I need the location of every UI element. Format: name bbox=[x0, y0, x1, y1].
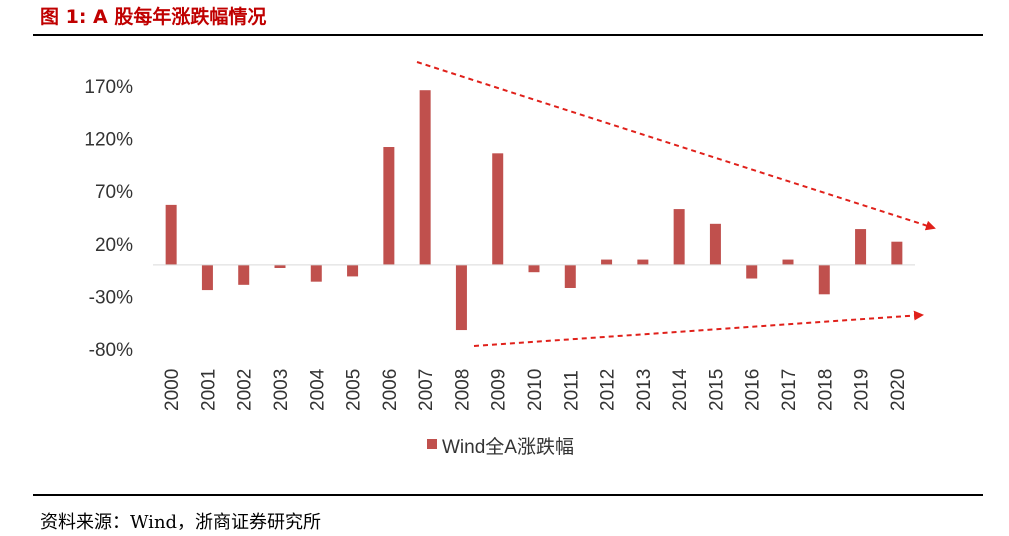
bar-2016 bbox=[746, 264, 758, 279]
bar-2012 bbox=[601, 259, 613, 265]
bar-2004 bbox=[310, 264, 322, 282]
legend: Wind全A涨跌幅 bbox=[427, 436, 574, 458]
x-tick-label: 2003 bbox=[271, 369, 292, 411]
x-tick-label: 2014 bbox=[670, 368, 691, 411]
bar-2010 bbox=[528, 264, 540, 273]
bar-2013 bbox=[637, 259, 649, 265]
bar-2000 bbox=[165, 204, 177, 265]
bar-2020 bbox=[891, 241, 903, 265]
trend-arrows bbox=[416, 61, 936, 347]
bar-2017 bbox=[782, 259, 794, 265]
bar-2002 bbox=[238, 264, 250, 285]
bottom-divider bbox=[33, 494, 983, 496]
x-tick-label: 2016 bbox=[743, 369, 764, 411]
y-tick-label: 70% bbox=[95, 182, 133, 203]
x-tick-label: 2005 bbox=[344, 369, 365, 411]
x-tick-label: 2006 bbox=[380, 369, 401, 411]
x-tick-label: 2018 bbox=[815, 369, 836, 411]
x-tick-label: 2001 bbox=[198, 369, 219, 411]
bar-2014 bbox=[673, 209, 685, 265]
bar-2005 bbox=[347, 264, 359, 277]
x-tick-label: 2007 bbox=[416, 369, 437, 411]
x-tick-label: 2000 bbox=[162, 369, 183, 411]
y-axis-ticks: 170% 120% 70% 20% -30% -80% bbox=[84, 77, 133, 361]
y-tick-label: -30% bbox=[89, 287, 133, 308]
x-tick-label: 2008 bbox=[452, 369, 473, 411]
source-note: 资料来源：Wind，浙商证券研究所 bbox=[40, 512, 322, 533]
x-tick-label: 2004 bbox=[307, 368, 328, 411]
x-tick-label: 2020 bbox=[888, 369, 909, 411]
bar-series bbox=[165, 90, 903, 331]
bar-2009 bbox=[492, 153, 504, 265]
bar-2019 bbox=[855, 229, 867, 265]
uptrend-arrow bbox=[473, 310, 924, 347]
figure-title: 图 1: A 股每年涨跌幅情况 bbox=[40, 6, 267, 28]
x-tick-label: 2011 bbox=[561, 370, 582, 411]
y-tick-label: 120% bbox=[84, 130, 133, 151]
bar-2001 bbox=[201, 264, 213, 291]
downtrend-arrow bbox=[416, 61, 936, 231]
x-tick-label: 2012 bbox=[598, 369, 619, 411]
legend-swatch bbox=[427, 439, 437, 449]
x-tick-label: 2002 bbox=[235, 369, 256, 411]
x-tick-label: 2019 bbox=[852, 369, 873, 411]
legend-label: Wind全A涨跌幅 bbox=[442, 436, 574, 458]
top-divider bbox=[33, 34, 983, 36]
y-tick-label: 20% bbox=[95, 235, 133, 256]
bar-2006 bbox=[383, 147, 395, 265]
bar-2007 bbox=[419, 90, 431, 265]
x-tick-label: 2010 bbox=[525, 369, 546, 411]
x-axis-ticks: 2000 2001 2002 2003 2004 2005 2006 2007 2008 2009… bbox=[162, 368, 909, 411]
x-tick-label: 2009 bbox=[489, 369, 510, 411]
bar-2011 bbox=[564, 264, 576, 288]
y-tick-label: -80% bbox=[89, 340, 133, 361]
x-tick-label: 2013 bbox=[634, 369, 655, 411]
bar-2018 bbox=[818, 264, 830, 295]
y-tick-label: 170% bbox=[84, 77, 133, 98]
bar-2008 bbox=[455, 264, 467, 331]
x-tick-label: 2015 bbox=[706, 369, 727, 411]
x-tick-label: 2017 bbox=[779, 369, 800, 411]
bar-2015 bbox=[709, 223, 721, 265]
bar-2003 bbox=[274, 264, 286, 268]
